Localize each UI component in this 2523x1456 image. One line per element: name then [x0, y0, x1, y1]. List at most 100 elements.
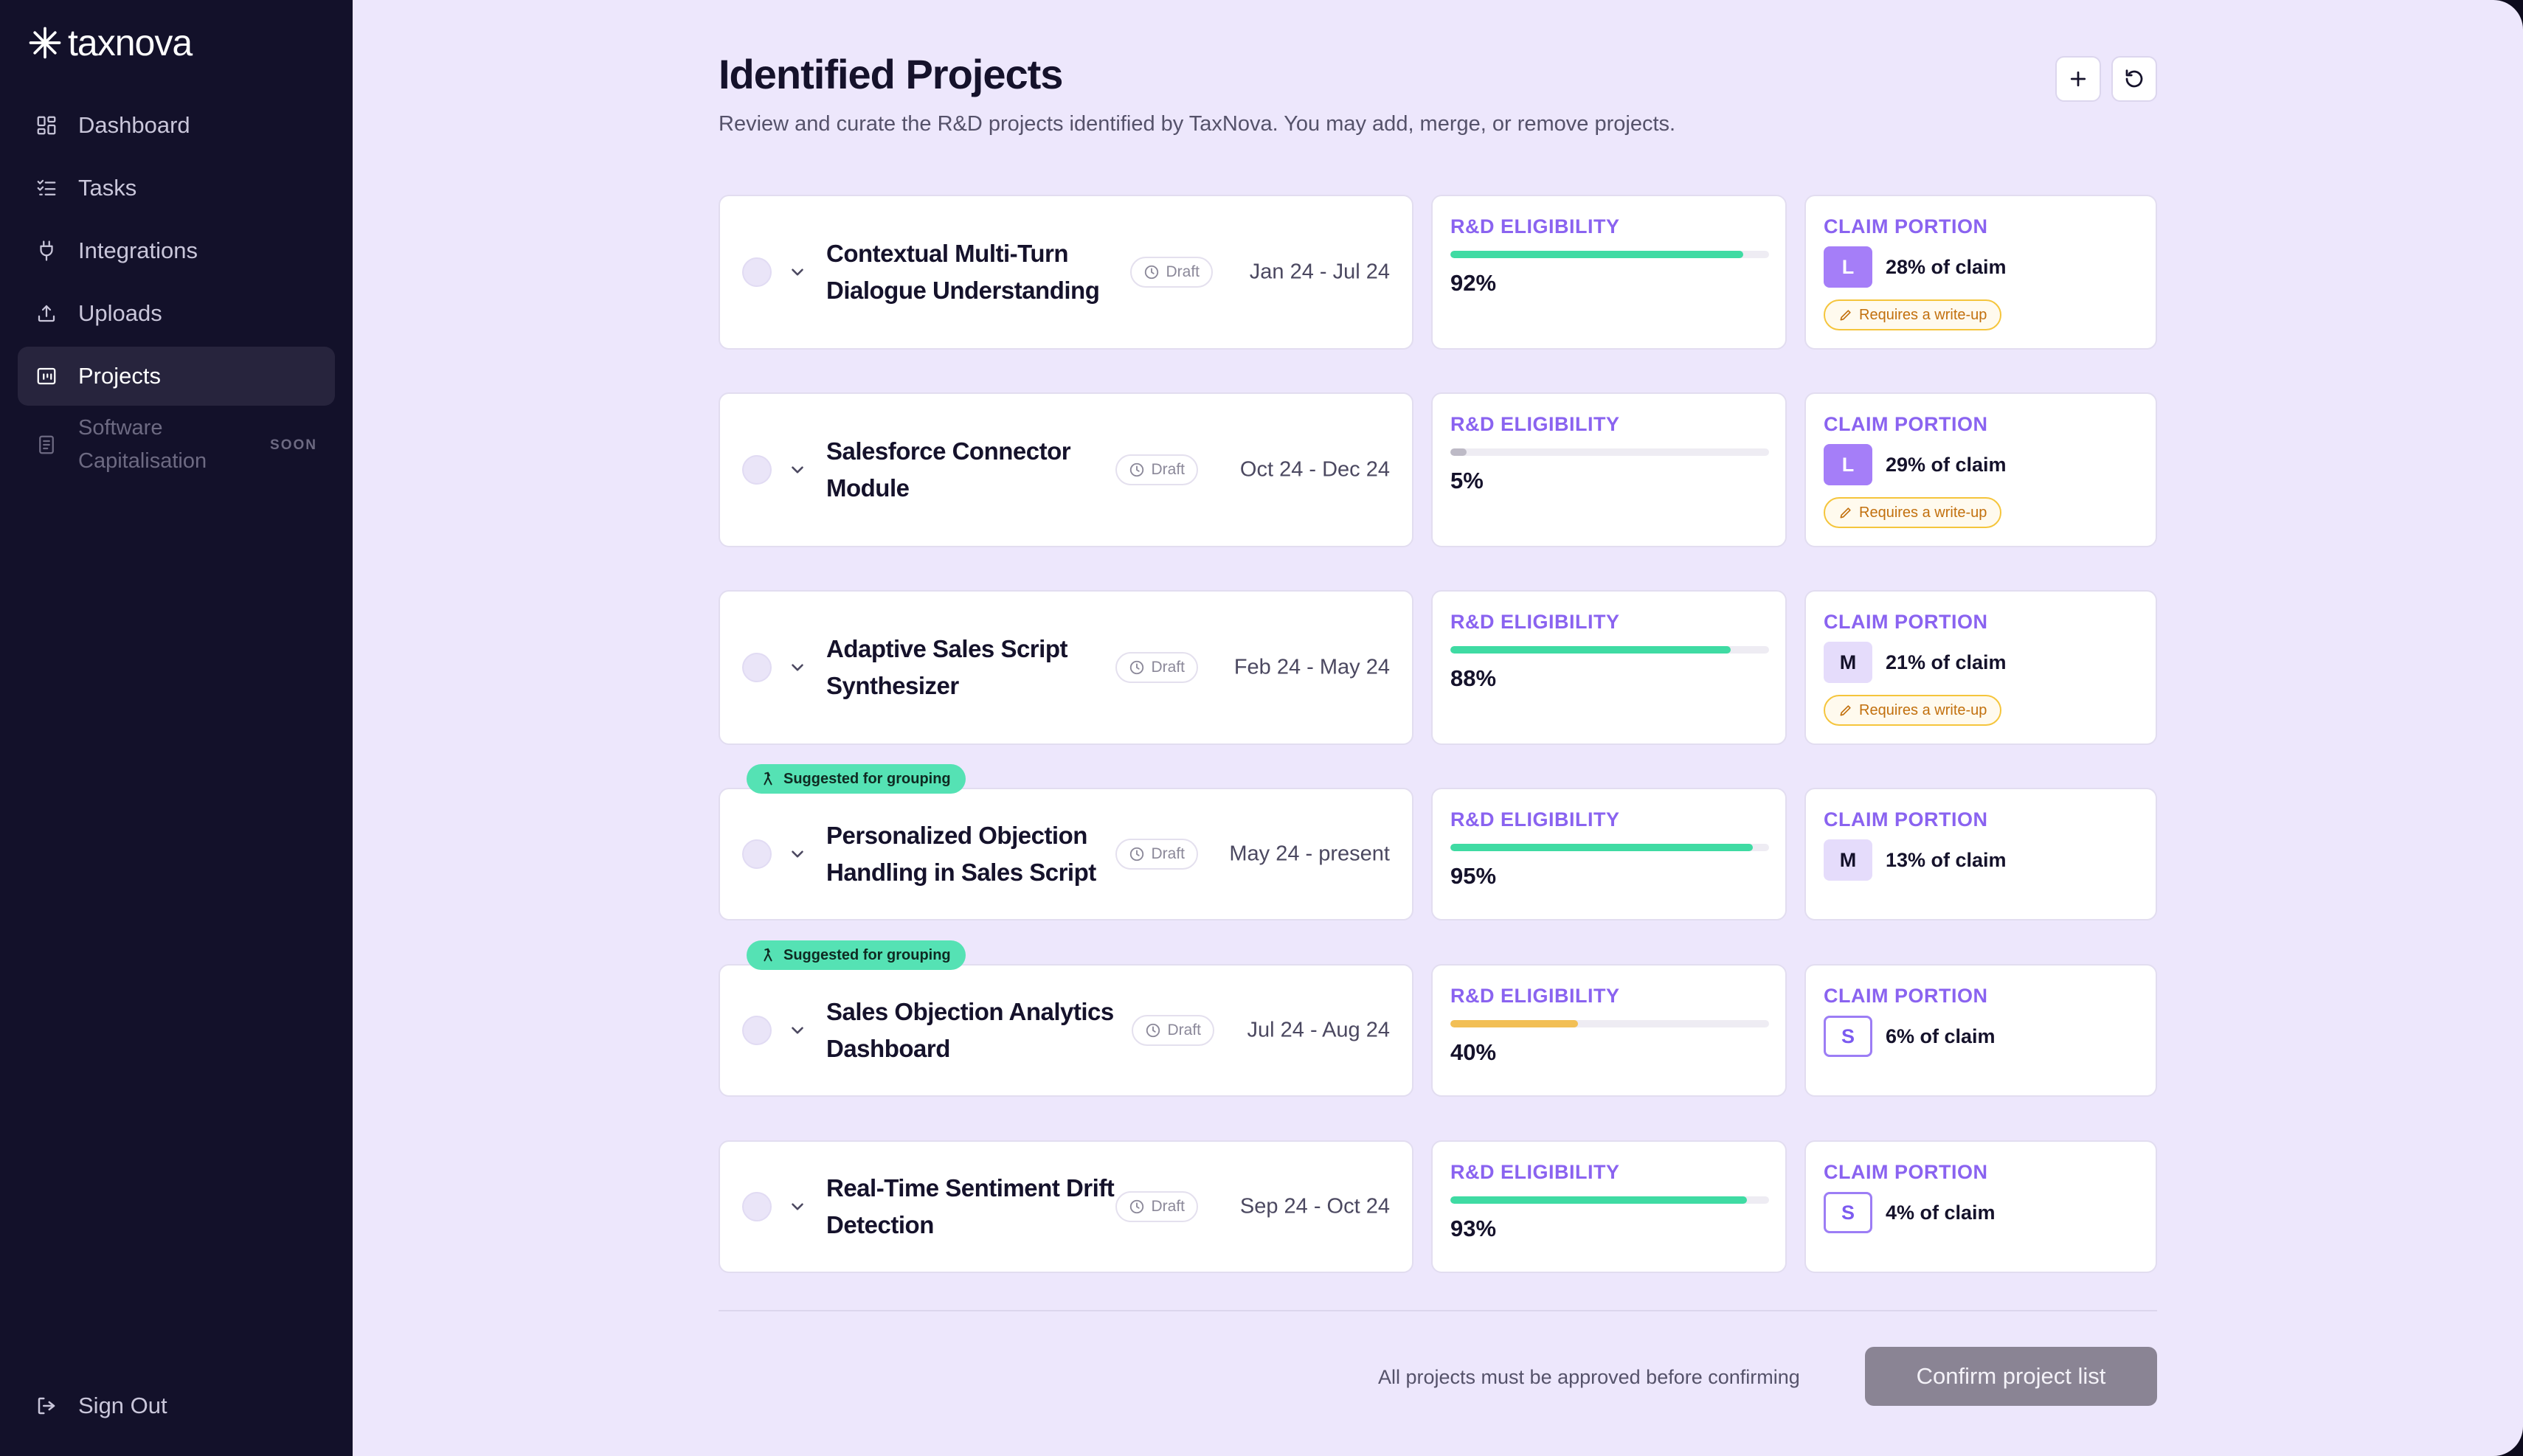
pencil-icon	[1840, 705, 1851, 716]
project-dates: Jan 24 - Jul 24	[1249, 260, 1390, 284]
claim-card: CLAIM PORTION L 29% of claim Requires a wri…	[1804, 392, 2157, 547]
chevron-down-icon[interactable]	[788, 263, 807, 282]
project-title[interactable]: Personalized Objection Handling in Sales…	[826, 822, 1096, 886]
claim-label: CLAIM PORTION	[1824, 611, 1988, 633]
requires-writeup-badge[interactable]: Requires a write-up	[1824, 497, 2002, 528]
sign-out-icon	[38, 1397, 55, 1415]
chevron-down-icon[interactable]	[788, 1197, 807, 1216]
project-title[interactable]: Real-Time Sentiment Drift Detection	[826, 1174, 1115, 1238]
eligibility-label: R&D ELIGIBILITY	[1450, 1161, 1620, 1183]
clock-icon	[1130, 660, 1144, 675]
claim-card: CLAIM PORTION M 13% of claim	[1804, 788, 2157, 921]
claim-label: CLAIM PORTION	[1824, 413, 1988, 435]
eligibility-bar-fill	[1450, 844, 1754, 851]
eligibility-card: R&D ELIGIBILITY 5%	[1431, 392, 1787, 547]
eligibility-percent: 40%	[1450, 1039, 1497, 1065]
sidebar-item-integrations[interactable]: Integrations	[18, 221, 335, 280]
eligibility-bar	[1450, 251, 1769, 258]
sidebar-item-uploads[interactable]: Uploads	[18, 284, 335, 343]
sidebar-item-tasks[interactable]: Tasks	[18, 159, 335, 218]
project-checkbox[interactable]	[742, 455, 772, 485]
logo-text: taxnova	[68, 22, 193, 63]
footer-divider	[719, 1310, 2157, 1311]
status-label: Draft	[1167, 1022, 1201, 1039]
chevron-down-icon[interactable]	[788, 658, 807, 677]
sidebar-item-dashboard[interactable]: Dashboard	[18, 96, 335, 155]
project-card[interactable]: Personalized Objection Handling in Sales…	[719, 788, 1413, 921]
plus-icon	[2070, 71, 2086, 87]
project-row: Suggested for grouping Personalized Objec…	[719, 764, 2157, 921]
size-badge[interactable]: L	[1824, 246, 1872, 288]
project-dates: May 24 - present	[1229, 842, 1390, 866]
requires-writeup-badge[interactable]: Requires a write-up	[1824, 695, 2002, 726]
requires-writeup-badge[interactable]: Requires a write-up	[1824, 299, 2002, 330]
chevron-down-icon[interactable]	[788, 460, 807, 479]
eligibility-label: R&D ELIGIBILITY	[1450, 413, 1620, 435]
writeup-label: Requires a write-up	[1859, 701, 1987, 718]
project-card[interactable]: Contextual Multi-Turn Dialogue Understan…	[719, 195, 1413, 350]
add-project-button[interactable]	[2055, 56, 2101, 102]
sidebar-item-projects[interactable]: Projects	[18, 347, 335, 406]
size-badge[interactable]: S	[1824, 1192, 1872, 1233]
pencil-icon	[1840, 507, 1851, 519]
eligibility-percent: 88%	[1450, 665, 1497, 691]
claim-portion-text: 4% of claim	[1886, 1201, 1996, 1224]
chevron-down-icon[interactable]	[788, 845, 807, 864]
project-title[interactable]: Salesforce Connector Module	[826, 437, 1071, 502]
eligibility-bar-fill	[1450, 448, 1467, 456]
dashboard-icon	[37, 116, 56, 135]
suggested-grouping-badge[interactable]: Suggested for grouping	[747, 764, 966, 794]
project-checkbox[interactable]	[742, 257, 772, 287]
project-row: Salesforce Connector Module Draft Oct 24 -…	[719, 392, 2157, 547]
project-checkbox[interactable]	[742, 653, 772, 682]
eligibility-card: R&D ELIGIBILITY 92%	[1431, 195, 1787, 350]
size-badge[interactable]: L	[1824, 444, 1872, 485]
claim-card: CLAIM PORTION S 4% of claim	[1804, 1140, 2157, 1273]
project-checkbox[interactable]	[742, 1016, 772, 1045]
sign-out-label: Sign Out	[78, 1393, 167, 1418]
project-card[interactable]: Salesforce Connector Module Draft Oct 24 -…	[719, 392, 1413, 547]
eligibility-percent: 92%	[1450, 270, 1497, 296]
eligibility-bar-fill	[1450, 251, 1744, 258]
suggested-label: Suggested for grouping	[783, 770, 951, 787]
eligibility-bar	[1450, 844, 1769, 851]
sidebar-item-label: Integrations	[78, 238, 198, 263]
project-checkbox[interactable]	[742, 1192, 772, 1221]
refresh-button[interactable]	[2111, 56, 2157, 102]
sidebar-nav: Dashboard Tasks Integrations Uploads Project…	[18, 96, 335, 484]
size-badge[interactable]: S	[1824, 1016, 1872, 1057]
project-dates: Feb 24 - May 24	[1233, 655, 1390, 679]
soon-badge: SOON	[270, 437, 317, 453]
logo[interactable]: taxnova	[28, 22, 193, 63]
claim-card: CLAIM PORTION M 21% of claim Requires a wri…	[1804, 590, 2157, 745]
eligibility-percent: 93%	[1450, 1216, 1497, 1241]
claim-label: CLAIM PORTION	[1824, 215, 1988, 238]
eligibility-bar	[1450, 448, 1769, 456]
project-title[interactable]: Contextual Multi-Turn Dialogue Understan…	[826, 240, 1100, 304]
project-checkbox[interactable]	[742, 839, 772, 869]
chevron-down-icon[interactable]	[788, 1021, 807, 1040]
claim-size-row: L 28% of claim	[1824, 246, 2007, 288]
writeup-label: Requires a write-up	[1859, 504, 1987, 521]
project-title[interactable]: Adaptive Sales Script Synthesizer	[826, 635, 1067, 699]
sign-out-button[interactable]: Sign Out	[35, 1393, 167, 1419]
confirm-project-list-button[interactable]: Confirm project list	[1865, 1347, 2157, 1406]
project-title[interactable]: Sales Objection Analytics Dashboard	[826, 998, 1114, 1062]
sidebar-item-software-capitalisation: Software Capitalisation SOON	[18, 409, 335, 480]
project-dates: Oct 24 - Dec 24	[1239, 457, 1390, 482]
eligibility-bar	[1450, 646, 1769, 654]
eligibility-bar-fill	[1450, 1196, 1747, 1204]
project-card[interactable]: Sales Objection Analytics Dashboard Draft…	[719, 964, 1413, 1097]
document-icon	[39, 435, 54, 454]
page-title: Identified Projects	[719, 51, 1063, 97]
size-badge[interactable]: M	[1824, 839, 1872, 881]
page-subtitle: Review and curate the R&D projects ident…	[719, 112, 1676, 136]
pencil-icon	[1840, 310, 1851, 321]
eligibility-card: R&D ELIGIBILITY 93%	[1431, 1140, 1787, 1273]
size-badge[interactable]: M	[1824, 642, 1872, 683]
suggested-grouping-badge[interactable]: Suggested for grouping	[747, 940, 966, 970]
project-card[interactable]: Real-Time Sentiment Drift Detection Draft…	[719, 1140, 1413, 1273]
upload-icon	[38, 305, 55, 322]
project-card[interactable]: Adaptive Sales Script Synthesizer Draft Fe…	[719, 590, 1413, 745]
projects-icon	[37, 367, 56, 385]
